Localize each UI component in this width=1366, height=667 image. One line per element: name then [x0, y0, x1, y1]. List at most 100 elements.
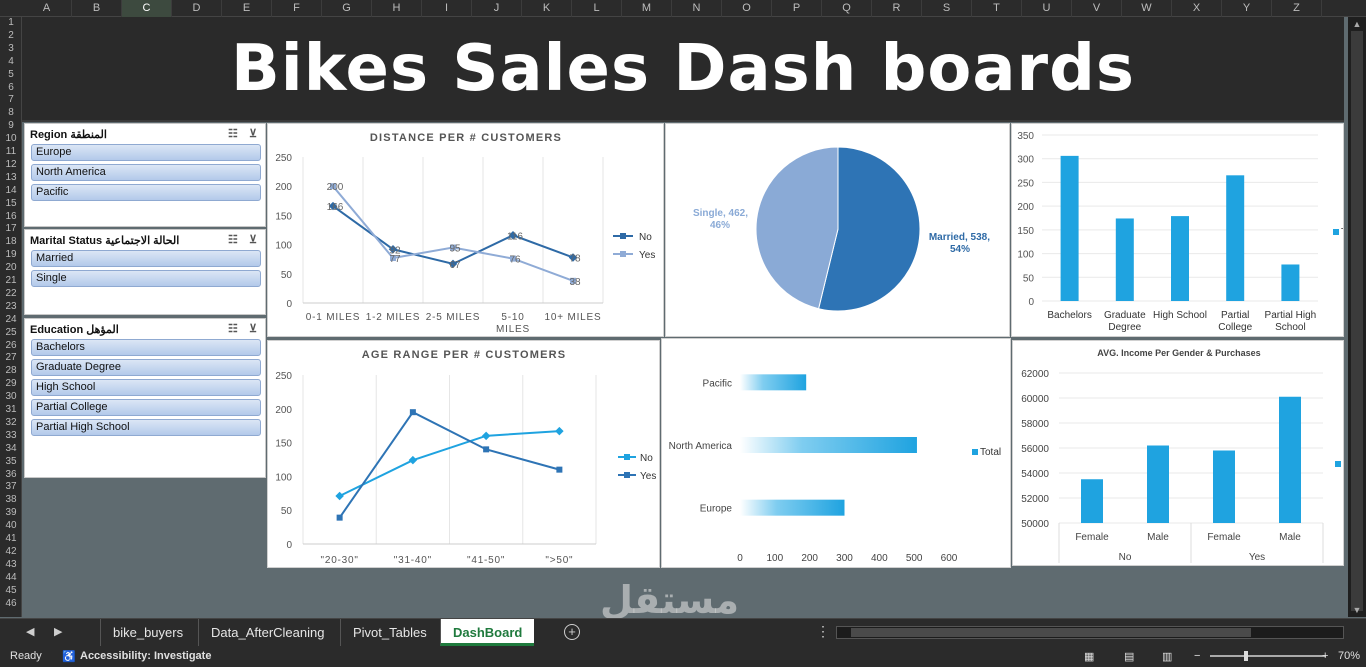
- row-header[interactable]: 23: [5, 300, 17, 312]
- row-header[interactable]: 9: [8, 120, 14, 132]
- row-header[interactable]: 17: [5, 223, 17, 235]
- row-header[interactable]: 30: [5, 391, 17, 403]
- row-header[interactable]: 21: [5, 275, 17, 286]
- column-header[interactable]: O: [722, 0, 772, 17]
- column-header[interactable]: Y: [1222, 0, 1272, 17]
- column-header[interactable]: R: [872, 0, 922, 17]
- accessibility-icon[interactable]: ♿: [62, 651, 76, 663]
- column-header[interactable]: B: [72, 0, 122, 17]
- zoom-out-icon[interactable]: −: [1194, 650, 1201, 662]
- row-header[interactable]: 43: [5, 558, 17, 570]
- column-header[interactable]: I: [422, 0, 472, 17]
- horizontal-scroll-thumb[interactable]: [851, 628, 1251, 637]
- column-header[interactable]: M: [622, 0, 672, 17]
- row-header[interactable]: 10: [5, 133, 17, 145]
- tab-dashboard[interactable]: DashBoard: [440, 619, 535, 646]
- column-header[interactable]: Q: [822, 0, 872, 17]
- region-slicer[interactable]: Region المنطقة ☷ ⊻ Europe North America …: [24, 123, 266, 227]
- tab-data-aftercleaning[interactable]: Data_AfterCleaning: [198, 619, 336, 646]
- column-header[interactable]: F: [272, 0, 322, 17]
- row-header[interactable]: 15: [5, 197, 17, 209]
- row-header[interactable]: 29: [5, 378, 17, 390]
- row-header[interactable]: 31: [5, 404, 17, 415]
- row-header[interactable]: 20: [5, 262, 17, 274]
- slicer-item-high-school[interactable]: High School: [31, 379, 261, 396]
- row-header[interactable]: 11: [5, 146, 17, 157]
- slicer-item-pacific[interactable]: Pacific: [31, 184, 261, 201]
- row-header[interactable]: 22: [5, 287, 17, 299]
- distance-chart[interactable]: DISTANCE PER # CUSTOMERS 0 50 100 150 200 250 0…: [267, 123, 664, 337]
- slicer-item-bachelors[interactable]: Bachelors: [31, 339, 261, 356]
- row-header[interactable]: 8: [8, 107, 14, 119]
- row-header[interactable]: 2: [8, 29, 14, 41]
- slicer-item-graduate-degree[interactable]: Graduate Degree: [31, 359, 261, 376]
- row-header[interactable]: 24: [5, 313, 17, 325]
- column-header[interactable]: P: [772, 0, 822, 17]
- row-header[interactable]: 35: [5, 455, 17, 467]
- column-header[interactable]: W: [1122, 0, 1172, 17]
- zoom-in-icon[interactable]: +: [1322, 650, 1329, 662]
- row-header[interactable]: 42: [5, 545, 17, 557]
- row-header[interactable]: 19: [5, 249, 17, 261]
- row-header[interactable]: 18: [5, 236, 17, 248]
- row-header[interactable]: 37: [5, 481, 17, 493]
- column-header[interactable]: Z: [1272, 0, 1322, 17]
- multi-select-icon[interactable]: ☷: [228, 323, 238, 335]
- clear-filter-icon[interactable]: ⊻: [249, 128, 258, 140]
- income-bar-chart[interactable]: AVG. Income Per Gender & Purchases 50000 5…: [1012, 340, 1344, 566]
- column-header[interactable]: G: [322, 0, 372, 17]
- column-header[interactable]: V: [1072, 0, 1122, 17]
- row-header[interactable]: 5: [8, 68, 14, 80]
- tab-bike-buyers[interactable]: bike_buyers: [100, 619, 195, 646]
- clear-filter-icon[interactable]: ⊻: [249, 323, 258, 335]
- column-header[interactable]: T: [972, 0, 1022, 17]
- row-header[interactable]: 1: [8, 17, 14, 28]
- row-header[interactable]: 6: [8, 81, 14, 93]
- row-header[interactable]: 41: [5, 533, 17, 544]
- add-sheet-icon[interactable]: +: [564, 624, 580, 640]
- row-header[interactable]: 45: [5, 584, 17, 596]
- row-header[interactable]: 46: [5, 597, 17, 609]
- region-bar-chart[interactable]: 0 100 200 300 400 500 600 Pacific North America E…: [661, 338, 1011, 568]
- row-header[interactable]: 26: [5, 339, 17, 351]
- horizontal-scrollbar[interactable]: [836, 626, 1344, 639]
- slicer-item-partial-college[interactable]: Partial College: [31, 399, 261, 416]
- column-header[interactable]: C: [122, 0, 172, 17]
- page-break-icon[interactable]: ▥: [1162, 651, 1173, 663]
- row-header[interactable]: 32: [5, 416, 17, 428]
- age-range-chart[interactable]: AGE RANGE PER # CUSTOMERS 0 50 100 150 200 250…: [267, 340, 660, 568]
- column-header[interactable]: H: [372, 0, 422, 17]
- vertical-scrollbar[interactable]: ▲ ▼: [1348, 17, 1366, 617]
- column-header[interactable]: L: [572, 0, 622, 17]
- tab-pivot-tables[interactable]: Pivot_Tables: [340, 619, 439, 646]
- tab-next-icon[interactable]: ▶: [54, 626, 63, 638]
- more-options-icon[interactable]: ⋮: [816, 623, 830, 639]
- row-header[interactable]: 12: [5, 158, 17, 170]
- multi-select-icon[interactable]: ☷: [228, 234, 238, 246]
- column-header[interactable]: E: [222, 0, 272, 17]
- vertical-scroll-thumb[interactable]: [1351, 31, 1363, 611]
- slicer-item-single[interactable]: Single: [31, 270, 261, 287]
- slicer-item-europe[interactable]: Europe: [31, 144, 261, 161]
- slicer-item-partial-high-school[interactable]: Partial High School: [31, 419, 261, 436]
- education-slicer[interactable]: Education المؤهل ☷ ⊻ Bachelors Graduate …: [24, 318, 266, 478]
- column-header[interactable]: X: [1172, 0, 1222, 17]
- row-header[interactable]: 28: [5, 365, 17, 377]
- row-header[interactable]: 7: [8, 94, 14, 106]
- column-header[interactable]: D: [172, 0, 222, 17]
- zoom-level[interactable]: 70%: [1338, 650, 1361, 662]
- column-header[interactable]: A: [22, 0, 72, 17]
- slicer-item-married[interactable]: Married: [31, 250, 261, 267]
- row-header[interactable]: 34: [5, 442, 17, 454]
- column-header[interactable]: U: [1022, 0, 1072, 17]
- clear-filter-icon[interactable]: ⊻: [249, 234, 258, 246]
- column-header[interactable]: N: [672, 0, 722, 17]
- row-header[interactable]: 14: [5, 184, 17, 196]
- marital-pie-chart[interactable]: Married, 538, 54% Single, 462, 46%: [665, 123, 1010, 337]
- column-header[interactable]: K: [522, 0, 572, 17]
- row-header[interactable]: 33: [5, 429, 17, 441]
- page-layout-icon[interactable]: ▤: [1124, 651, 1135, 663]
- education-bar-chart[interactable]: 0 50 100 150 200 250 300 350 Bachelors Graduate De…: [1011, 123, 1344, 337]
- row-header[interactable]: 25: [5, 326, 17, 338]
- row-header[interactable]: 27: [5, 352, 17, 364]
